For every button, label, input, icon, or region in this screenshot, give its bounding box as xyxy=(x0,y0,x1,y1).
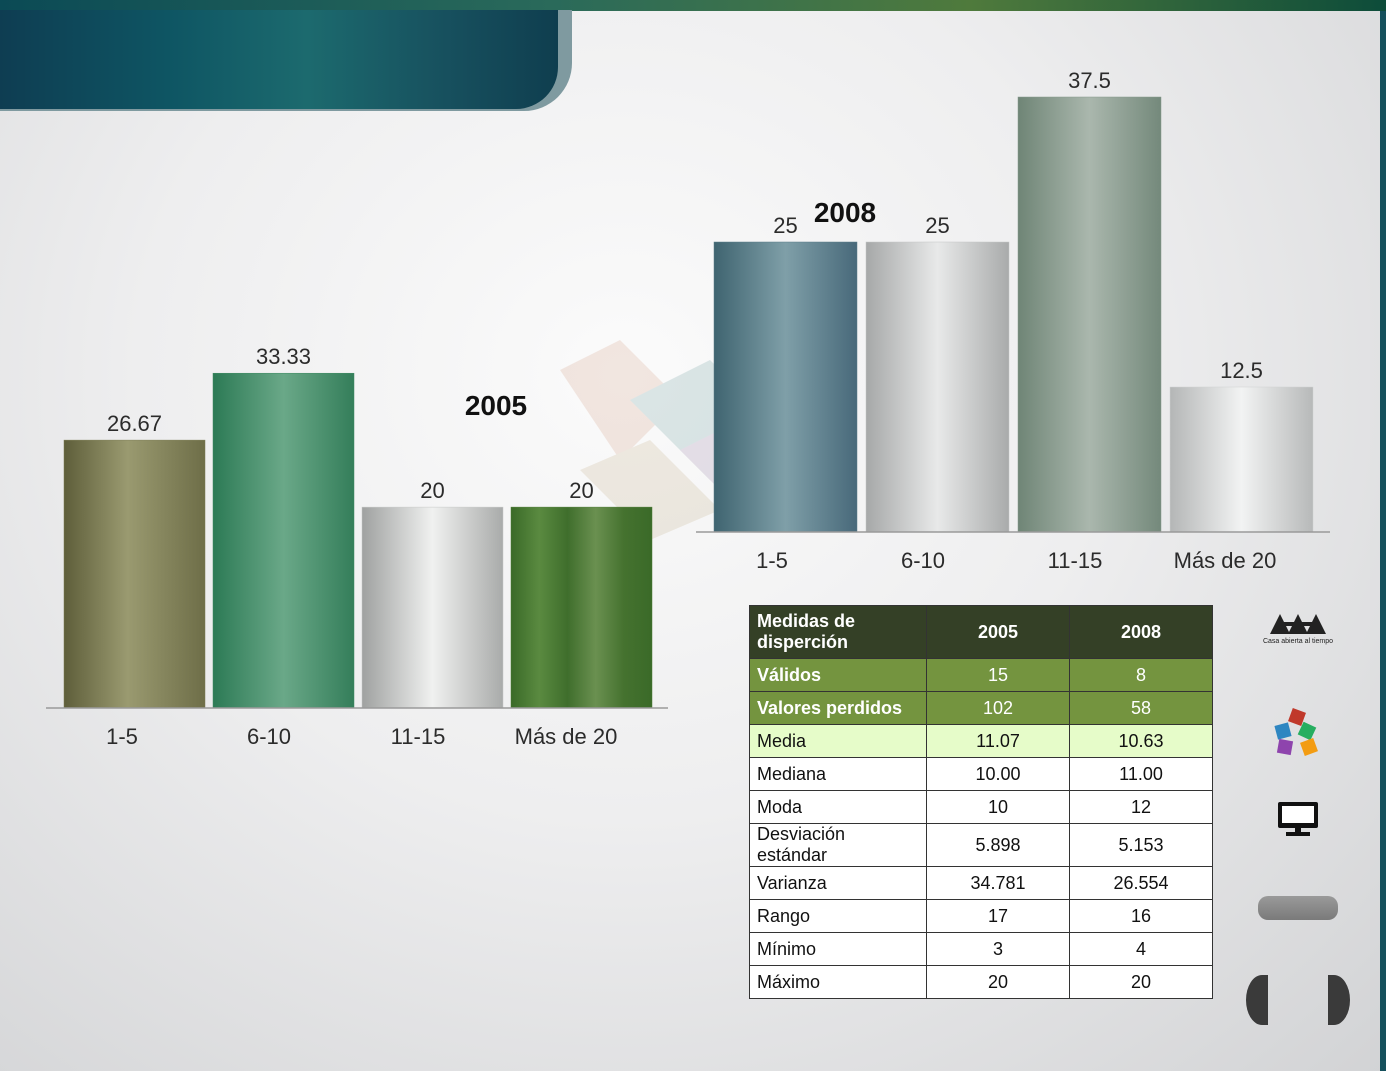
value-2008: 12 xyxy=(1069,790,1213,824)
next-arrow-icon[interactable] xyxy=(1326,975,1350,1025)
bar-11-15 xyxy=(1017,96,1162,533)
value-2005: 10 xyxy=(926,790,1070,824)
table-header-2005: 2005 xyxy=(926,605,1070,659)
bar-m-s-de-20 xyxy=(1169,386,1314,533)
row-label: Máximo xyxy=(749,965,927,999)
table-row: Moda 10 12 xyxy=(749,790,1213,824)
value-2008: 8 xyxy=(1069,658,1213,692)
chart-2005: 26.67 1-5 33.33 6-10 20 11-15 20 Más de 20 2005 xyxy=(46,344,668,749)
row-label: Moda xyxy=(749,790,927,824)
bar-1-5 xyxy=(713,241,858,533)
bar-6-10 xyxy=(212,372,355,709)
value-2008: 11.00 xyxy=(1069,757,1213,791)
bar-value-label: 20 xyxy=(569,478,593,503)
x-tick-label: 11-15 xyxy=(391,724,446,749)
x-tick-label: 6-10 xyxy=(901,548,945,573)
bar-11-15 xyxy=(361,506,504,709)
right-edge-bar xyxy=(1380,11,1386,1071)
value-2005: 34.781 xyxy=(926,866,1070,900)
bar-value-label: 12.5 xyxy=(1220,358,1263,383)
value-2008: 4 xyxy=(1069,932,1213,966)
blocks-icon[interactable] xyxy=(1270,706,1326,758)
computer-monitor-icon[interactable] xyxy=(1276,800,1320,838)
chart-2008: 25 1-5 25 6-10 37.5 11-15 12.5 Más de 20 2008 xyxy=(696,68,1330,573)
x-tick-label: 1-5 xyxy=(106,724,138,749)
table-row: Mínimo 3 4 xyxy=(749,932,1213,966)
logo-tagline: Casa abierta al tiempo xyxy=(1262,638,1334,645)
chart-title: 2008 xyxy=(814,197,876,228)
value-2005: 102 xyxy=(926,691,1070,725)
table-row: Valores perdidos 102 58 xyxy=(749,691,1213,725)
bar-value-label: 33.33 xyxy=(256,344,311,369)
row-label: Media xyxy=(749,724,927,758)
value-2005: 17 xyxy=(926,899,1070,933)
table-row: Rango 17 16 xyxy=(749,899,1213,933)
table-header-row: Medidas de disperción 2005 2008 xyxy=(749,605,1213,659)
row-label: Mínimo xyxy=(749,932,927,966)
value-2008: 5.153 xyxy=(1069,823,1213,867)
value-2005: 3 xyxy=(926,932,1070,966)
table-row: Mediana 10.00 11.00 xyxy=(749,757,1213,791)
value-2008: 10.63 xyxy=(1069,724,1213,758)
value-2005: 10.00 xyxy=(926,757,1070,791)
value-2008: 58 xyxy=(1069,691,1213,725)
x-tick-label: Más de 20 xyxy=(1174,548,1277,573)
x-tick-label: 1-5 xyxy=(756,548,788,573)
bar-value-label: 25 xyxy=(773,213,797,238)
table-row: Máximo 20 20 xyxy=(749,965,1213,999)
row-label: Válidos xyxy=(749,658,927,692)
table-row: Desviación estándar 5.898 5.153 xyxy=(749,823,1213,867)
row-label: Varianza xyxy=(749,866,927,900)
value-2005: 11.07 xyxy=(926,724,1070,758)
bar-m-s-de-20 xyxy=(510,506,653,709)
uam-logo-icon xyxy=(1270,614,1326,634)
table-header-2008: 2008 xyxy=(1069,605,1213,659)
table-row: Media 11.07 10.63 xyxy=(749,724,1213,758)
value-2008: 20 xyxy=(1069,965,1213,999)
bar-value-label: 20 xyxy=(420,478,444,503)
value-2005: 5.898 xyxy=(926,823,1070,867)
row-label: Mediana xyxy=(749,757,927,791)
bar-1-5 xyxy=(63,439,206,709)
prev-arrow-icon[interactable] xyxy=(1246,975,1270,1025)
table-header-measure: Medidas de disperción xyxy=(749,605,927,659)
value-2008: 16 xyxy=(1069,899,1213,933)
row-label: Valores perdidos xyxy=(749,691,927,725)
bar-value-label: 25 xyxy=(925,213,949,238)
value-2008: 26.554 xyxy=(1069,866,1213,900)
grey-pill-button[interactable] xyxy=(1258,896,1338,920)
table-row: Válidos 15 8 xyxy=(749,658,1213,692)
bar-value-label: 26.67 xyxy=(107,411,162,436)
x-tick-label: 11-15 xyxy=(1048,548,1103,573)
bar-value-label: 37.5 xyxy=(1068,68,1111,93)
x-tick-label: 6-10 xyxy=(247,724,291,749)
table-row: Varianza 34.781 26.554 xyxy=(749,866,1213,900)
top-strip xyxy=(0,0,1386,11)
x-tick-label: Más de 20 xyxy=(515,724,618,749)
value-2005: 15 xyxy=(926,658,1070,692)
row-label: Rango xyxy=(749,899,927,933)
bar-6-10 xyxy=(865,241,1010,533)
row-label: Desviación estándar xyxy=(749,823,927,867)
chart-title: 2005 xyxy=(465,390,527,421)
value-2005: 20 xyxy=(926,965,1070,999)
dispersion-table: Medidas de disperción 2005 2008 Válidos 1… xyxy=(749,605,1213,999)
header-banner xyxy=(0,10,558,109)
